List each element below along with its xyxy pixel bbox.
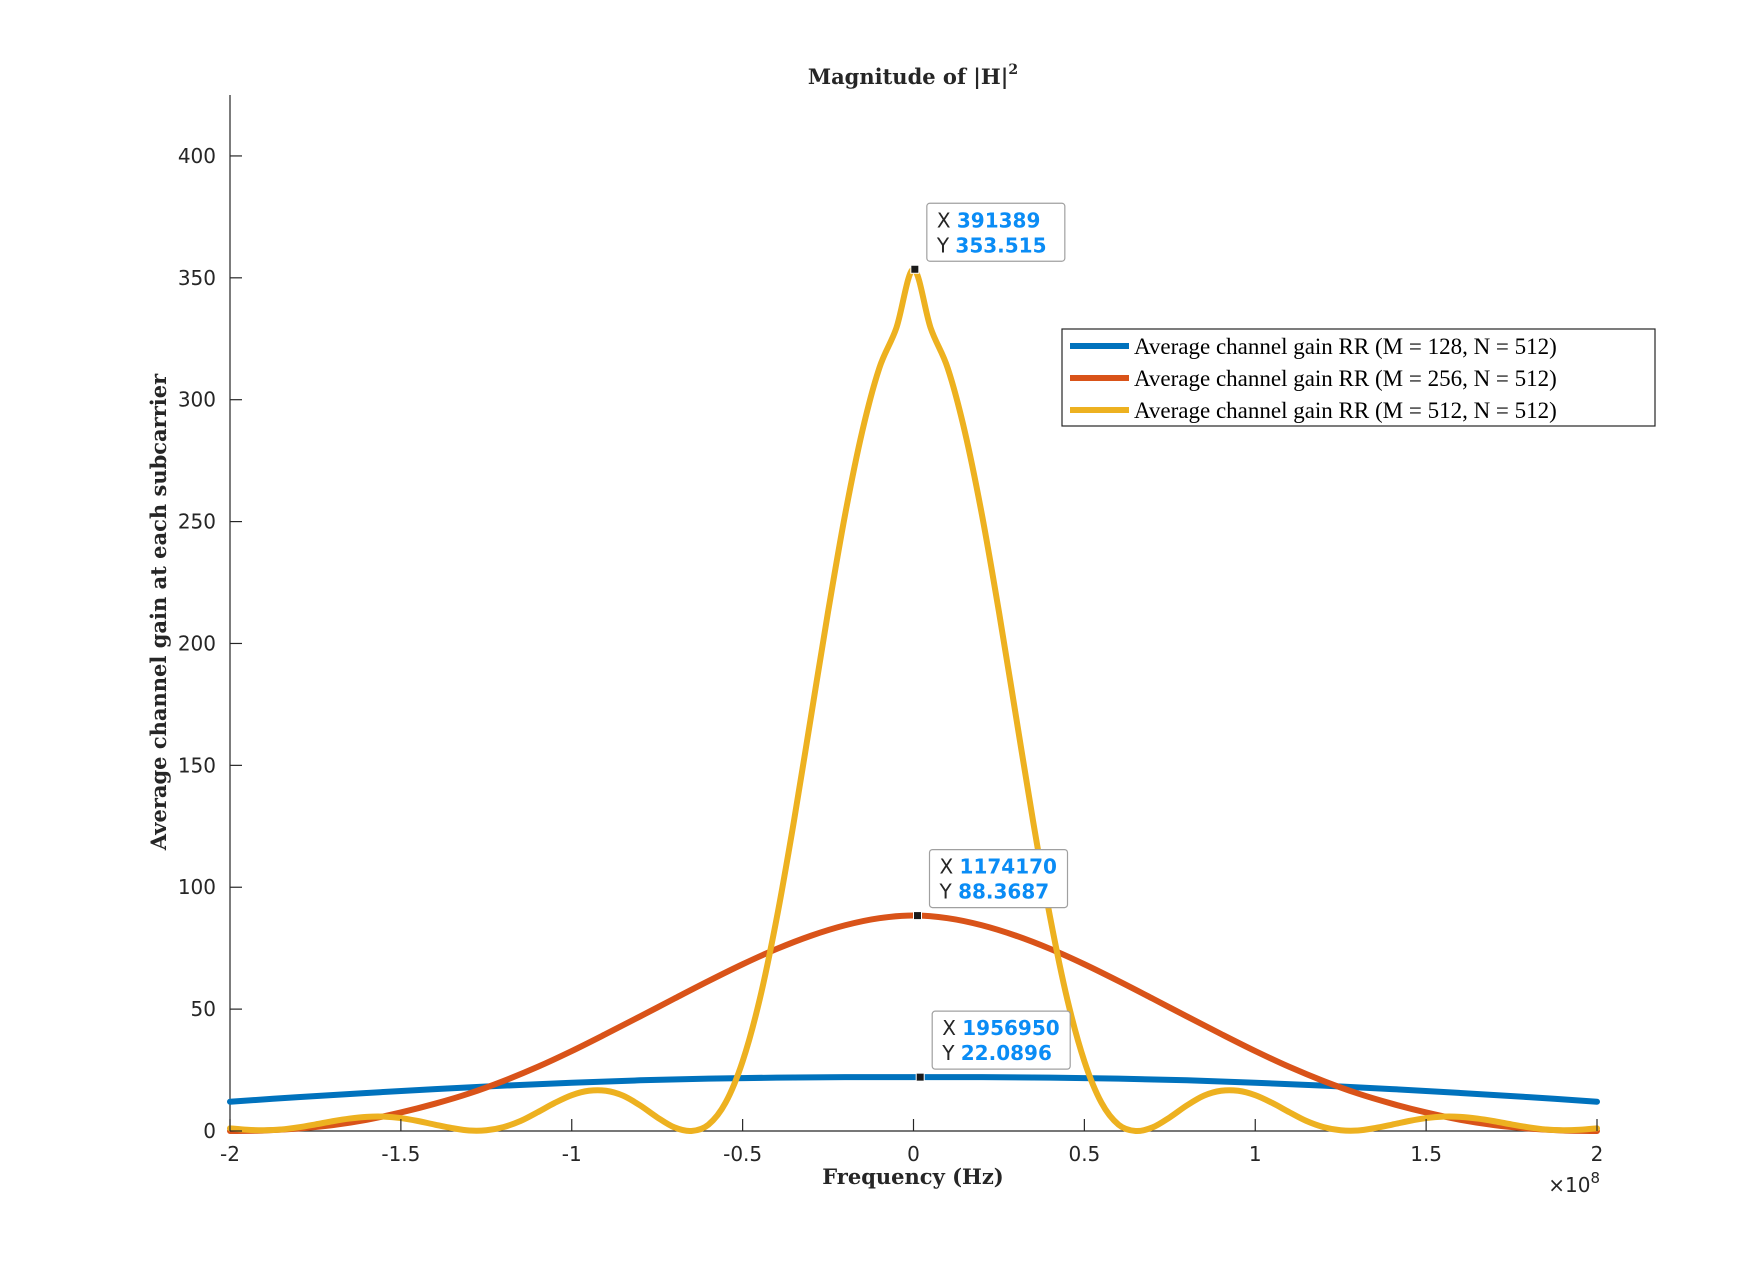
chart-title: Magnitude of |H|2 (808, 62, 1018, 89)
datatip-x-label: X 1956950 (942, 1016, 1059, 1040)
ticks: -2 -1.5 -1 -0.5 0 0.5 1 1.5 2 0 50 100 150 200 250 300 3… (178, 144, 1604, 1166)
y-tick-label: 400 (178, 144, 216, 168)
y-axis-label: Average channel gain at each subcarrier (146, 373, 171, 851)
y-tick-label: 50 (191, 997, 216, 1021)
y-tick-label: 100 (178, 875, 216, 899)
x-exponent: ×108 (1548, 1169, 1600, 1197)
x-tick-label: -1.5 (381, 1142, 420, 1166)
datatip-y-value: 88.3687 (958, 880, 1049, 904)
datatip-y-value: 353.515 (955, 233, 1046, 257)
legend[interactable]: Average channel gain RR (M = 128, N = 51… (1061, 328, 1656, 427)
legend-label: Average channel gain RR (M = 512, N = 51… (1134, 398, 1557, 423)
datatip-x-label: X 1174170 (939, 855, 1056, 879)
y-tick-label: 350 (178, 266, 216, 290)
legend-box (1061, 328, 1656, 427)
x-exponent-power: 8 (1590, 1169, 1600, 1187)
y-tick-label: 200 (178, 631, 216, 655)
datatip-y-value: 22.0896 (961, 1041, 1052, 1065)
x-tick-label: 2 (1591, 1142, 1604, 1166)
datatip-marker[interactable] (910, 264, 920, 274)
datatip-y-label: Y 88.3687 (938, 880, 1049, 904)
datatip-box (926, 202, 1066, 262)
datatip-x-value: 391389 (957, 208, 1040, 232)
datatip-box (931, 1010, 1071, 1070)
x-tick-label: -0.5 (723, 1142, 762, 1166)
y-tick-label: 150 (178, 753, 216, 777)
axes (229, 95, 1597, 1132)
y-tick-label: 0 (203, 1119, 216, 1143)
datatip-x-value: 1174170 (960, 855, 1057, 879)
series-line-1 (227, 1074, 1600, 1105)
datatip-box (928, 848, 1069, 909)
legend-entry[interactable]: Average channel gain RR (M = 256, N = 51… (1070, 366, 1557, 391)
x-tick-label: 1.5 (1410, 1142, 1442, 1166)
datatip-y-label: Y 353.515 (936, 233, 1047, 257)
x-tick-label: -2 (220, 1142, 240, 1166)
x-axis-label: Frequency (Hz) (822, 1164, 1003, 1189)
x-tick-label: -1 (562, 1142, 582, 1166)
x-tick-label: 0 (907, 1142, 920, 1166)
datatip-x-value: 1956950 (962, 1016, 1059, 1040)
y-tick-label: 300 (178, 388, 216, 412)
legend-entry[interactable]: Average channel gain RR (M = 512, N = 51… (1070, 398, 1557, 423)
y-tick-label: 250 (178, 510, 216, 534)
x-tick-label: 0.5 (1068, 1142, 1100, 1166)
datatip-marker[interactable] (915, 1072, 925, 1082)
chart-title-superscript: 2 (1008, 62, 1018, 78)
legend-entry[interactable]: Average channel gain RR (M = 128, N = 51… (1070, 334, 1557, 359)
legend-label: Average channel gain RR (M = 128, N = 51… (1134, 334, 1557, 359)
x-tick-label: 1 (1249, 1142, 1262, 1166)
datatip-marker[interactable] (912, 911, 922, 921)
datatip-x-label: X 391389 (937, 208, 1041, 232)
legend-label: Average channel gain RR (M = 256, N = 51… (1134, 366, 1557, 391)
series-line-2 (227, 912, 1600, 1134)
datatip-y-label: Y 22.0896 (941, 1041, 1052, 1065)
